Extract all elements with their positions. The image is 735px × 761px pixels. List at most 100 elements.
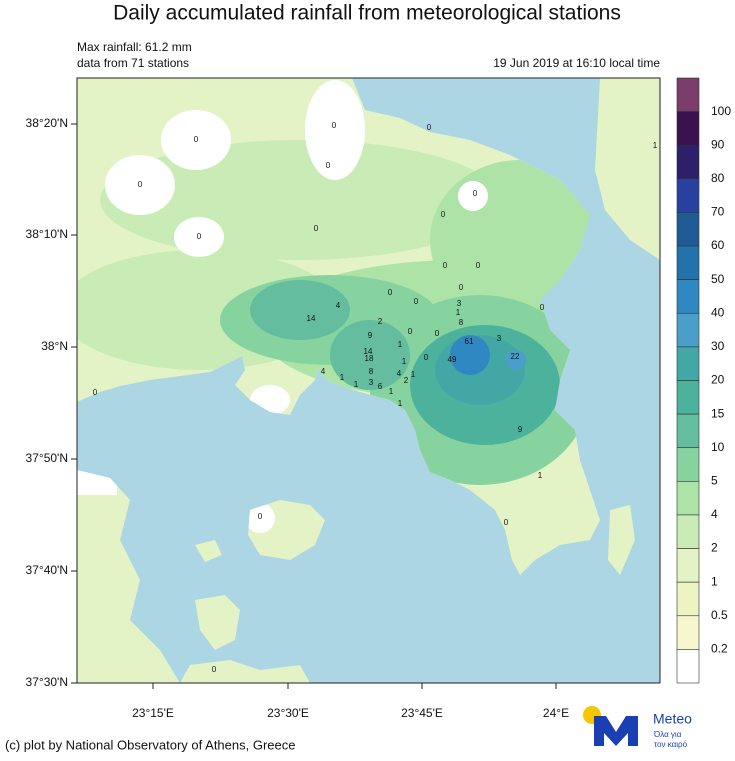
colorbar-label: 50	[711, 272, 725, 286]
station-value: 0	[93, 388, 98, 397]
station-value: 2	[378, 317, 383, 326]
station-value: 14	[364, 347, 373, 356]
station-value: 0	[476, 261, 481, 270]
lon-tick-label: 24°E	[543, 706, 569, 720]
colorbar-box	[676, 77, 700, 112]
station-value: 0	[504, 518, 509, 527]
station-value: 2	[404, 376, 409, 385]
colorbar-box	[676, 111, 700, 146]
station-value: 0	[212, 665, 217, 674]
station-value: 0	[435, 329, 440, 338]
colorbar-box	[676, 346, 700, 381]
station-value: 8	[369, 367, 374, 376]
colorbar-box	[676, 144, 700, 180]
station-value: 18	[365, 354, 374, 363]
station-value: 0	[427, 123, 432, 132]
colorbar-label: 0.5	[711, 608, 728, 622]
colorbar-box	[676, 447, 700, 482]
info-stations: data from 71 stations	[77, 56, 189, 70]
station-value: 0	[540, 303, 545, 312]
colorbar-box	[676, 615, 700, 650]
station-value: 0	[138, 180, 143, 189]
lat-tick-label: 37°40'N	[26, 563, 68, 577]
colorbar-box	[676, 312, 700, 348]
station-value: 9	[368, 331, 373, 340]
lat-tick-label: 37°50'N	[26, 451, 68, 465]
station-value: 4	[397, 369, 402, 378]
title: Daily accumulated rainfall from meteorol…	[113, 2, 621, 25]
station-value: 1	[456, 308, 461, 317]
colorbar-box	[676, 481, 700, 516]
station-value: 1	[389, 387, 394, 396]
station-value: 6	[378, 382, 383, 391]
station-value: 0	[194, 135, 199, 144]
station-value: 1	[354, 380, 359, 389]
station-value: 0	[388, 288, 393, 297]
lat-tick-label: 38°10'N	[26, 227, 68, 241]
station-value: 0	[197, 232, 202, 241]
lon-tick-label: 23°15'E	[132, 706, 174, 720]
station-value: 0	[326, 161, 331, 170]
station-value: 1	[398, 399, 403, 408]
colorbar-label: 100	[711, 104, 731, 118]
logo: Meteo Όλα για τον καιρό	[583, 706, 692, 749]
station-value: 0	[443, 261, 448, 270]
station-value: 0	[258, 512, 263, 521]
station-value: 0	[441, 210, 446, 219]
colorbar-box	[676, 380, 700, 415]
lat-tick-label: 37°30'N	[26, 675, 68, 689]
station-value: 61	[465, 337, 474, 346]
station-value: 0	[473, 189, 478, 198]
station-value: 1	[398, 340, 403, 349]
colorbar-label: 60	[711, 238, 725, 252]
station-value: 0	[332, 121, 337, 130]
colorbar-label: 5	[711, 474, 718, 488]
station-value: 14	[307, 314, 316, 323]
colorbar-box	[676, 649, 700, 684]
colorbar-label: 4	[711, 507, 718, 521]
station-value: 0	[414, 297, 419, 306]
colorbar-box	[676, 212, 700, 247]
station-value: 3	[457, 299, 462, 308]
info-max: Max rainfall: 61.2 mm	[77, 40, 192, 54]
station-value: 4	[321, 367, 326, 376]
station-value: 3	[497, 334, 502, 343]
station-value: 49	[448, 355, 457, 364]
colorbar-box	[676, 245, 700, 280]
station-value: 0	[314, 224, 319, 233]
station-value: 1	[538, 471, 543, 480]
colorbar-box	[676, 279, 700, 314]
colorbar-label: 80	[711, 171, 725, 185]
colorbar-label: 20	[711, 373, 725, 387]
station-value: 0	[459, 283, 464, 292]
lat-tick-label: 38°N	[41, 339, 68, 353]
station-value: 9	[518, 425, 523, 434]
colorbar-label: 70	[711, 205, 725, 219]
station-value: 4	[336, 301, 341, 310]
station-value: 3	[369, 378, 374, 387]
station-value: 22	[511, 352, 520, 361]
colorbar-label: 2	[711, 541, 718, 555]
colorbar-label: 15	[711, 406, 725, 420]
colorbar-label: 40	[711, 305, 725, 319]
station-value: 1	[402, 357, 407, 366]
colorbar-label: 10	[711, 440, 725, 454]
colorbar-label: 90	[711, 137, 725, 151]
station-value: 1	[340, 373, 345, 382]
lon-tick-label: 23°30'E	[267, 706, 309, 720]
logo-name: Meteo	[653, 711, 692, 727]
lat-tick-label: 38°20'N	[26, 116, 68, 130]
logo-tagline: Όλα για	[653, 730, 682, 739]
colorbar-box	[676, 514, 700, 549]
station-value: 1	[653, 141, 658, 150]
station-value: 8	[459, 318, 464, 327]
colorbar-box	[676, 413, 700, 449]
colorbar-box	[676, 548, 700, 583]
colorbar-box	[676, 581, 700, 617]
colorbar-label: 1	[711, 574, 718, 588]
colorbar-label: 0.2	[711, 642, 728, 656]
map	[76, 77, 661, 684]
colorbar-box	[676, 178, 700, 213]
station-value: 1	[411, 370, 416, 379]
